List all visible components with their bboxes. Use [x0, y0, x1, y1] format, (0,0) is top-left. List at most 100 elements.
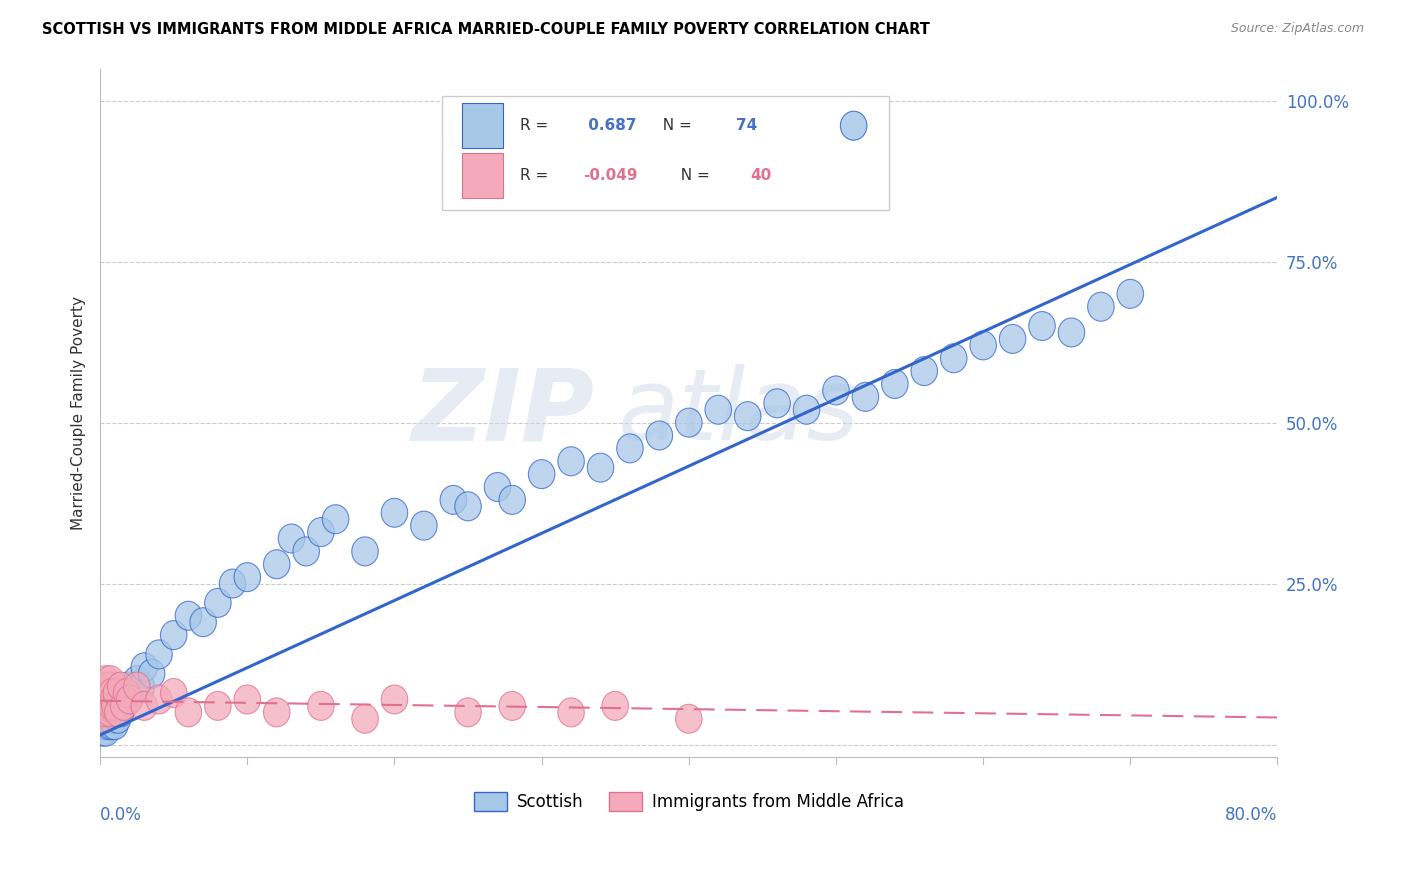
Ellipse shape [98, 691, 125, 721]
Ellipse shape [93, 691, 120, 721]
Ellipse shape [90, 717, 117, 746]
Ellipse shape [111, 691, 136, 721]
Text: R =: R = [520, 119, 554, 133]
Ellipse shape [138, 659, 165, 689]
Ellipse shape [89, 685, 115, 714]
Text: 74: 74 [735, 119, 758, 133]
Ellipse shape [529, 459, 555, 489]
Text: 0.0%: 0.0% [100, 805, 142, 823]
Ellipse shape [675, 705, 702, 733]
Ellipse shape [94, 705, 121, 733]
Ellipse shape [190, 607, 217, 637]
Ellipse shape [454, 491, 481, 521]
Ellipse shape [381, 499, 408, 527]
Text: 0.687: 0.687 [583, 119, 637, 133]
Ellipse shape [100, 685, 127, 714]
Ellipse shape [101, 691, 128, 721]
Ellipse shape [94, 679, 121, 707]
Ellipse shape [105, 685, 132, 714]
Ellipse shape [89, 711, 115, 739]
Ellipse shape [263, 549, 290, 579]
Ellipse shape [263, 698, 290, 727]
Ellipse shape [558, 447, 585, 475]
Ellipse shape [104, 705, 131, 733]
Ellipse shape [111, 691, 136, 721]
Text: N =: N = [654, 119, 697, 133]
Ellipse shape [100, 705, 127, 733]
Ellipse shape [1029, 311, 1056, 341]
Ellipse shape [107, 698, 134, 727]
Ellipse shape [882, 369, 908, 399]
Ellipse shape [101, 711, 128, 739]
Ellipse shape [1000, 325, 1026, 353]
Ellipse shape [96, 711, 122, 739]
Ellipse shape [107, 672, 134, 701]
Ellipse shape [278, 524, 305, 553]
Ellipse shape [205, 691, 231, 721]
Ellipse shape [90, 705, 117, 733]
Ellipse shape [103, 679, 129, 707]
Ellipse shape [970, 331, 997, 359]
Ellipse shape [96, 685, 122, 714]
Ellipse shape [704, 395, 731, 425]
Ellipse shape [114, 679, 139, 707]
Ellipse shape [1059, 318, 1084, 347]
Ellipse shape [98, 685, 125, 714]
Ellipse shape [823, 376, 849, 405]
Ellipse shape [131, 653, 157, 681]
Ellipse shape [128, 672, 155, 701]
Ellipse shape [322, 505, 349, 533]
Ellipse shape [98, 679, 125, 707]
Ellipse shape [1118, 279, 1143, 309]
Text: R =: R = [520, 168, 554, 183]
Ellipse shape [793, 395, 820, 425]
Ellipse shape [219, 569, 246, 598]
Ellipse shape [308, 691, 335, 721]
Ellipse shape [941, 343, 967, 373]
Ellipse shape [91, 691, 118, 721]
Ellipse shape [602, 691, 628, 721]
Ellipse shape [90, 679, 117, 707]
FancyBboxPatch shape [441, 96, 889, 210]
Ellipse shape [101, 698, 128, 727]
Ellipse shape [841, 112, 868, 140]
Ellipse shape [160, 621, 187, 649]
Ellipse shape [96, 672, 122, 701]
Text: Source: ZipAtlas.com: Source: ZipAtlas.com [1230, 22, 1364, 36]
Ellipse shape [131, 691, 157, 721]
Ellipse shape [647, 421, 672, 450]
Ellipse shape [97, 691, 124, 721]
Bar [461, 103, 503, 148]
Text: -0.049: -0.049 [583, 168, 637, 183]
Ellipse shape [108, 679, 135, 707]
Ellipse shape [499, 691, 526, 721]
Ellipse shape [117, 685, 143, 714]
Ellipse shape [205, 589, 231, 617]
Ellipse shape [117, 685, 143, 714]
Ellipse shape [1088, 293, 1114, 321]
Ellipse shape [93, 665, 120, 695]
Ellipse shape [911, 357, 938, 385]
Ellipse shape [411, 511, 437, 541]
Ellipse shape [440, 485, 467, 515]
Ellipse shape [91, 698, 118, 727]
Ellipse shape [94, 685, 121, 714]
Ellipse shape [100, 679, 127, 707]
Ellipse shape [617, 434, 643, 463]
Ellipse shape [675, 409, 702, 437]
Ellipse shape [292, 537, 319, 566]
Ellipse shape [97, 665, 124, 695]
Ellipse shape [114, 672, 139, 701]
Ellipse shape [103, 679, 129, 707]
Ellipse shape [176, 698, 201, 727]
Ellipse shape [104, 698, 131, 727]
Ellipse shape [89, 698, 115, 727]
Ellipse shape [176, 601, 201, 631]
Ellipse shape [588, 453, 614, 483]
Ellipse shape [146, 685, 173, 714]
Ellipse shape [96, 698, 122, 727]
Ellipse shape [94, 691, 121, 721]
Ellipse shape [233, 563, 260, 591]
Text: 40: 40 [749, 168, 772, 183]
Text: atlas: atlas [619, 365, 860, 461]
